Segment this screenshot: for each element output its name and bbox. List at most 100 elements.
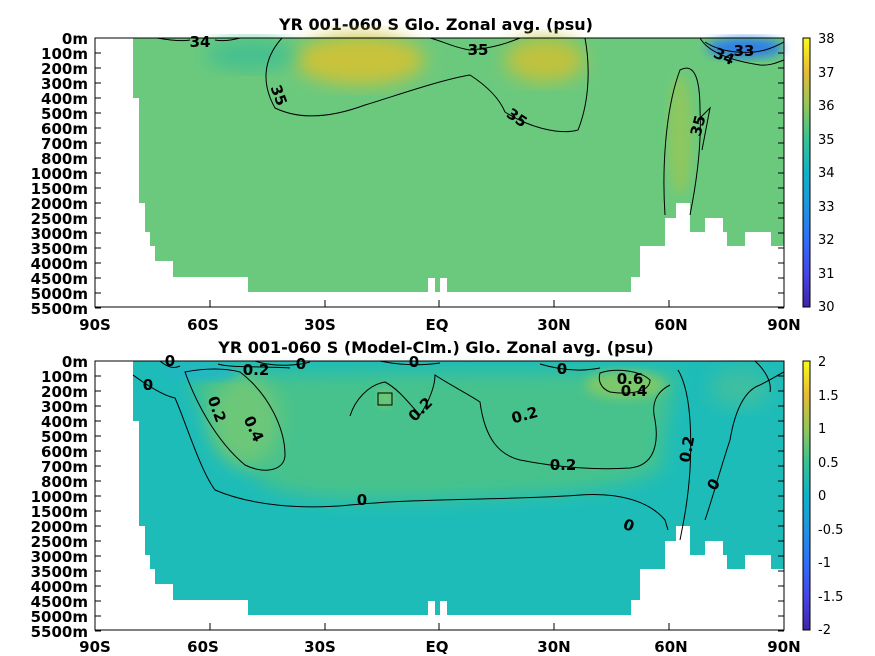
colorbar-tick: -2 [818,623,831,638]
y-tick-label: 4500m [31,270,88,288]
colorbar-tick: 38 [818,32,835,47]
y-tick-label: 1000m [31,165,88,183]
salinity-field [133,35,784,292]
colorbar-tick: -1 [818,556,831,571]
y-tick-label: 2500m [31,533,88,551]
colorbar-tick: 36 [818,99,835,114]
y-tick-label: 700m [41,458,88,476]
colorbar-gradient [802,360,811,631]
y-tick-label: 4000m [31,578,88,596]
field-shading [160,364,770,500]
colorbar-tick: 30 [818,300,835,315]
colorbar-tick: 34 [818,166,835,181]
contour-label: 0 [557,360,567,378]
x-tick-label: 60S [187,638,219,656]
contour-label: 35 [687,113,710,138]
colorbar-tick: -0.5 [818,523,843,538]
y-tick-label: 100m [41,45,88,63]
contour-label: 0.2 [550,456,577,474]
y-axis: 0m 100m 200m 300m 400m 500m 600m 700m 80… [31,353,784,641]
contour-label: 0.6 [617,370,644,388]
colorbar-tick: 0 [818,489,826,504]
panel-top: YR 001-060 S Glo. Zonal avg. (psu) [31,15,835,334]
colorbar-top: 38 37 36 35 34 33 32 31 30 [802,32,835,315]
contour-label: 0 [296,355,306,373]
y-tick-label: 800m [41,473,88,491]
x-tick-label: EQ [426,638,449,656]
y-tick-label: 700m [41,135,88,153]
y-tick-label: 5500m [31,623,88,641]
x-tick-label: 90N [767,316,800,334]
x-tick-label: EQ [426,316,449,334]
contour-label: 35 [468,41,489,59]
y-tick-label: 200m [41,383,88,401]
x-tick-label: 90S [79,316,111,334]
colorbar-tick: 31 [818,267,835,282]
y-tick-label: 500m [41,428,88,446]
x-tick-label: 30N [537,316,570,334]
contour-label: 0.4 [621,382,648,400]
y-tick-label: 400m [41,413,88,431]
y-tick-label: 2500m [31,210,88,228]
y-tick-label: 100m [41,368,88,386]
y-tick-label: 5500m [31,300,88,318]
y-tick-label: 300m [41,398,88,416]
y-tick-label: 200m [41,60,88,78]
colorbar-tick: 32 [818,233,835,248]
contour-label: 34 [190,33,211,51]
y-tick-label: 5000m [31,608,88,626]
contour-label: 0 [409,353,419,371]
colorbar-tick: -1.5 [818,590,843,605]
colorbar-tick: 37 [818,66,835,81]
x-tick-label: 90S [79,638,111,656]
y-axis: 0m 100m 200m 300m 400m 500m 600m 700m 80… [31,30,784,318]
panel-bottom: YR 001-060 S (Model-Clm.) Glo. Zonal avg… [31,338,844,656]
y-tick-label: 300m [41,75,88,93]
x-tick-label: 90N [767,638,800,656]
contour-lines [156,37,785,216]
y-tick-label: 0m [62,30,88,48]
contour-lines [132,360,785,541]
colorbar-tick: 1.5 [818,389,839,404]
x-tick-label: 30S [304,316,336,334]
chart-title: YR 001-060 S (Model-Clm.) Glo. Zonal avg… [217,338,654,357]
y-tick-label: 2000m [31,195,88,213]
contour-label: 33 [734,42,755,60]
x-tick-label: 60N [654,638,687,656]
y-tick-label: 4500m [31,593,88,611]
y-tick-label: 1000m [31,488,88,506]
x-tick-label: 60N [654,316,687,334]
y-tick-label: 500m [41,105,88,123]
y-tick-label: 800m [41,150,88,168]
y-tick-label: 600m [41,443,88,461]
y-tick-label: 3500m [31,563,88,581]
y-tick-label: 3000m [31,225,88,243]
contour-label: 0.2 [676,434,698,463]
x-axis: 90S 60S 30S EQ 30N 60N 90N [79,300,801,334]
colorbar-tick: 2 [818,355,826,370]
field-shading [205,35,783,195]
y-tick-label: 1500m [31,503,88,521]
x-tick-label: 30N [537,638,570,656]
contour-label: 0.2 [243,361,270,379]
x-tick-label: 60S [187,316,219,334]
contour-label: 0 [357,491,367,509]
y-tick-label: 4000m [31,255,88,273]
y-tick-label: 1500m [31,180,88,198]
y-tick-label: 0m [62,353,88,371]
colorbar-tick: 0.5 [818,456,839,471]
colorbar-gradient [802,37,811,308]
contour-label: 0 [143,376,153,394]
x-tick-label: 30S [304,638,336,656]
colorbar-tick: 1 [818,422,826,437]
colorbar-tick: 33 [818,200,835,215]
y-tick-label: 400m [41,90,88,108]
colorbar-bottom: 2 1.5 1 0.5 0 -0.5 -1 -1.5 -2 [802,355,843,638]
anomaly-field [133,361,784,615]
colorbar-tick: 35 [818,133,835,148]
y-tick-label: 600m [41,120,88,138]
y-tick-label: 5000m [31,285,88,303]
chart-title: YR 001-060 S Glo. Zonal avg. (psu) [278,15,593,34]
y-tick-label: 3500m [31,240,88,258]
